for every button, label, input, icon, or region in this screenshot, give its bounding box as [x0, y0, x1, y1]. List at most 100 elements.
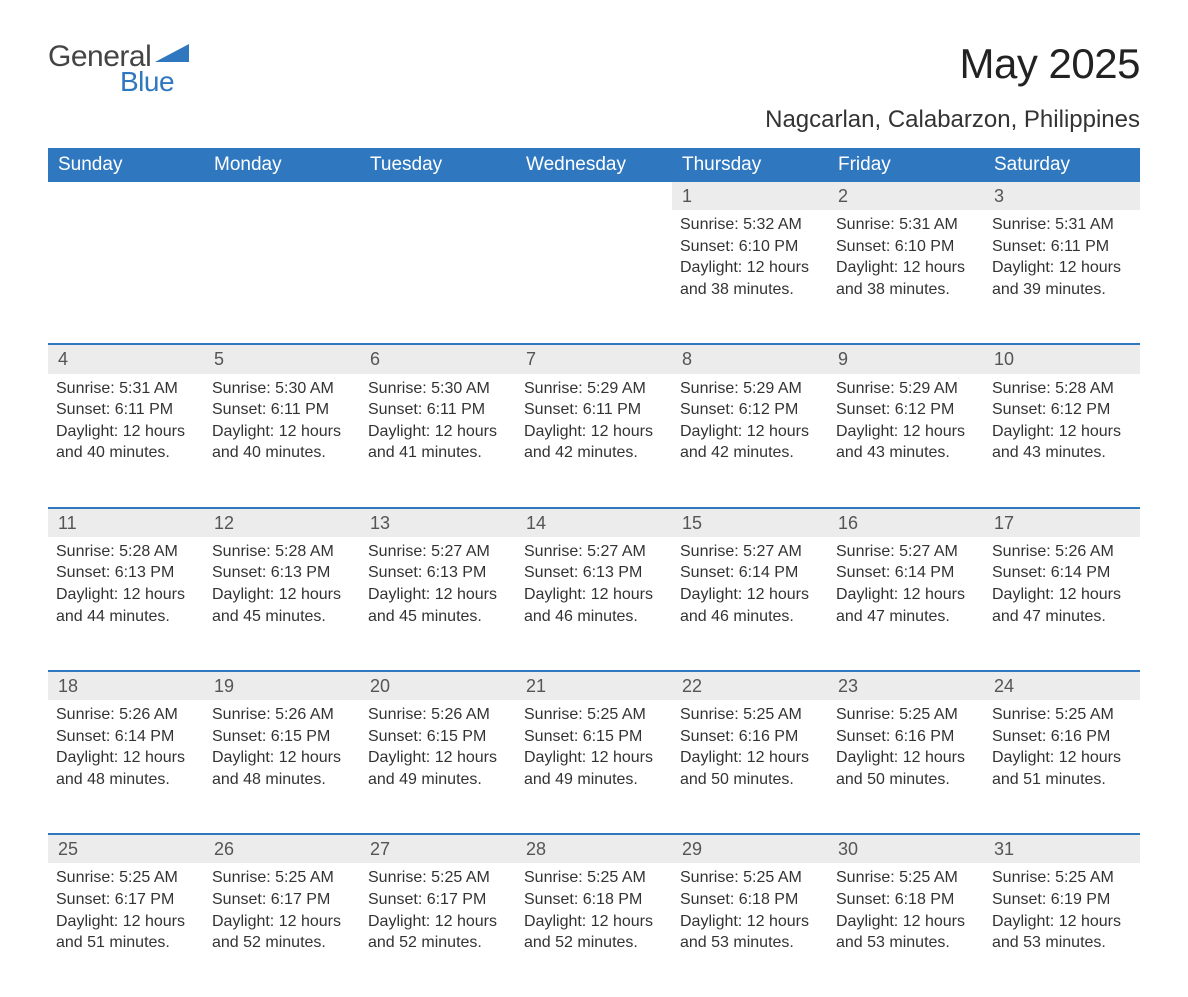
day-number: 28 — [516, 834, 672, 863]
sunrise-line: Sunrise: 5:25 AM — [992, 867, 1132, 889]
daylight-line: Daylight: 12 hours and 53 minutes. — [836, 911, 976, 954]
day-content: Sunrise: 5:26 AMSunset: 6:15 PMDaylight:… — [212, 700, 352, 790]
sunset-line: Sunset: 6:19 PM — [992, 889, 1132, 911]
day-number: 14 — [516, 508, 672, 537]
sunrise-line: Sunrise: 5:29 AM — [524, 378, 664, 400]
sunrise-line: Sunrise: 5:27 AM — [680, 541, 820, 563]
day-content: Sunrise: 5:25 AMSunset: 6:18 PMDaylight:… — [836, 863, 976, 953]
weekday-tuesday: Tuesday — [360, 148, 516, 182]
daylight-line: Daylight: 12 hours and 42 minutes. — [524, 421, 664, 464]
sunset-line: Sunset: 6:14 PM — [836, 562, 976, 584]
sunrise-line: Sunrise: 5:27 AM — [368, 541, 508, 563]
sunrise-line: Sunrise: 5:32 AM — [680, 214, 820, 236]
day-cell: Sunrise: 5:27 AMSunset: 6:13 PMDaylight:… — [360, 537, 516, 671]
sunrise-line: Sunrise: 5:27 AM — [836, 541, 976, 563]
calendar-table: Sunday Monday Tuesday Wednesday Thursday… — [48, 148, 1140, 997]
sunrise-line: Sunrise: 5:25 AM — [524, 704, 664, 726]
day-cell: Sunrise: 5:27 AMSunset: 6:13 PMDaylight:… — [516, 537, 672, 671]
sunrise-line: Sunrise: 5:25 AM — [524, 867, 664, 889]
sunset-line: Sunset: 6:12 PM — [992, 399, 1132, 421]
day-cell: Sunrise: 5:26 AMSunset: 6:14 PMDaylight:… — [48, 700, 204, 834]
weekday-thursday: Thursday — [672, 148, 828, 182]
day-number: 2 — [828, 182, 984, 210]
sunset-line: Sunset: 6:16 PM — [680, 726, 820, 748]
day-content: Sunrise: 5:29 AMSunset: 6:12 PMDaylight:… — [836, 374, 976, 464]
day-content: Sunrise: 5:31 AMSunset: 6:11 PMDaylight:… — [992, 210, 1132, 300]
day-cell: Sunrise: 5:26 AMSunset: 6:15 PMDaylight:… — [204, 700, 360, 834]
sunset-line: Sunset: 6:18 PM — [836, 889, 976, 911]
sunrise-line: Sunrise: 5:29 AM — [836, 378, 976, 400]
day-number: 10 — [984, 344, 1140, 373]
title-block: May 2025 Nagcarlan, Calabarzon, Philippi… — [765, 40, 1140, 134]
sunset-line: Sunset: 6:15 PM — [368, 726, 508, 748]
daynum-row: 18192021222324 — [48, 671, 1140, 700]
sunset-line: Sunset: 6:12 PM — [836, 399, 976, 421]
empty-daycell — [48, 210, 204, 344]
empty-daycell — [516, 210, 672, 344]
day-content: Sunrise: 5:32 AMSunset: 6:10 PMDaylight:… — [680, 210, 820, 300]
sunset-line: Sunset: 6:14 PM — [56, 726, 196, 748]
sunrise-line: Sunrise: 5:26 AM — [992, 541, 1132, 563]
weekday-friday: Friday — [828, 148, 984, 182]
day-number: 20 — [360, 671, 516, 700]
daylight-line: Daylight: 12 hours and 48 minutes. — [212, 747, 352, 790]
day-number: 15 — [672, 508, 828, 537]
day-number: 1 — [672, 182, 828, 210]
daylight-line: Daylight: 12 hours and 50 minutes. — [836, 747, 976, 790]
day-content: Sunrise: 5:29 AMSunset: 6:12 PMDaylight:… — [680, 374, 820, 464]
day-content: Sunrise: 5:28 AMSunset: 6:12 PMDaylight:… — [992, 374, 1132, 464]
empty-daycell — [204, 210, 360, 344]
day-number: 19 — [204, 671, 360, 700]
day-cell: Sunrise: 5:25 AMSunset: 6:18 PMDaylight:… — [828, 863, 984, 997]
day-content: Sunrise: 5:31 AMSunset: 6:11 PMDaylight:… — [56, 374, 196, 464]
daylight-line: Daylight: 12 hours and 46 minutes. — [524, 584, 664, 627]
day-content: Sunrise: 5:25 AMSunset: 6:17 PMDaylight:… — [368, 863, 508, 953]
logo-triangle-icon — [155, 40, 189, 67]
weekday-wednesday: Wednesday — [516, 148, 672, 182]
day-number: 26 — [204, 834, 360, 863]
sunset-line: Sunset: 6:17 PM — [368, 889, 508, 911]
day-cell: Sunrise: 5:31 AMSunset: 6:11 PMDaylight:… — [984, 210, 1140, 344]
weekday-saturday: Saturday — [984, 148, 1140, 182]
empty-daynum — [48, 182, 204, 210]
daylight-line: Daylight: 12 hours and 53 minutes. — [992, 911, 1132, 954]
sunset-line: Sunset: 6:14 PM — [680, 562, 820, 584]
weekday-header-row: Sunday Monday Tuesday Wednesday Thursday… — [48, 148, 1140, 182]
day-number: 24 — [984, 671, 1140, 700]
day-cell: Sunrise: 5:28 AMSunset: 6:13 PMDaylight:… — [48, 537, 204, 671]
day-cell: Sunrise: 5:31 AMSunset: 6:10 PMDaylight:… — [828, 210, 984, 344]
day-cell: Sunrise: 5:25 AMSunset: 6:19 PMDaylight:… — [984, 863, 1140, 997]
daylight-line: Daylight: 12 hours and 48 minutes. — [56, 747, 196, 790]
day-cell: Sunrise: 5:29 AMSunset: 6:11 PMDaylight:… — [516, 374, 672, 508]
day-content: Sunrise: 5:27 AMSunset: 6:14 PMDaylight:… — [680, 537, 820, 627]
daybody-row: Sunrise: 5:31 AMSunset: 6:11 PMDaylight:… — [48, 374, 1140, 508]
day-number: 8 — [672, 344, 828, 373]
sunset-line: Sunset: 6:11 PM — [368, 399, 508, 421]
day-content: Sunrise: 5:28 AMSunset: 6:13 PMDaylight:… — [212, 537, 352, 627]
sunset-line: Sunset: 6:16 PM — [992, 726, 1132, 748]
sunrise-line: Sunrise: 5:25 AM — [368, 867, 508, 889]
day-content: Sunrise: 5:26 AMSunset: 6:14 PMDaylight:… — [992, 537, 1132, 627]
day-number: 21 — [516, 671, 672, 700]
day-number: 4 — [48, 344, 204, 373]
day-cell: Sunrise: 5:25 AMSunset: 6:17 PMDaylight:… — [204, 863, 360, 997]
day-number: 9 — [828, 344, 984, 373]
sunset-line: Sunset: 6:11 PM — [56, 399, 196, 421]
sunset-line: Sunset: 6:13 PM — [212, 562, 352, 584]
header: General Blue May 2025 Nagcarlan, Calabar… — [48, 40, 1140, 134]
day-content: Sunrise: 5:25 AMSunset: 6:16 PMDaylight:… — [680, 700, 820, 790]
day-cell: Sunrise: 5:28 AMSunset: 6:13 PMDaylight:… — [204, 537, 360, 671]
day-cell: Sunrise: 5:25 AMSunset: 6:15 PMDaylight:… — [516, 700, 672, 834]
sunset-line: Sunset: 6:13 PM — [56, 562, 196, 584]
daylight-line: Daylight: 12 hours and 46 minutes. — [680, 584, 820, 627]
sunset-line: Sunset: 6:10 PM — [836, 236, 976, 258]
day-number: 17 — [984, 508, 1140, 537]
sunset-line: Sunset: 6:13 PM — [368, 562, 508, 584]
day-content: Sunrise: 5:25 AMSunset: 6:17 PMDaylight:… — [56, 863, 196, 953]
day-cell: Sunrise: 5:25 AMSunset: 6:16 PMDaylight:… — [828, 700, 984, 834]
month-title: May 2025 — [765, 40, 1140, 88]
weekday-monday: Monday — [204, 148, 360, 182]
daylight-line: Daylight: 12 hours and 52 minutes. — [212, 911, 352, 954]
sunset-line: Sunset: 6:15 PM — [524, 726, 664, 748]
sunset-line: Sunset: 6:12 PM — [680, 399, 820, 421]
